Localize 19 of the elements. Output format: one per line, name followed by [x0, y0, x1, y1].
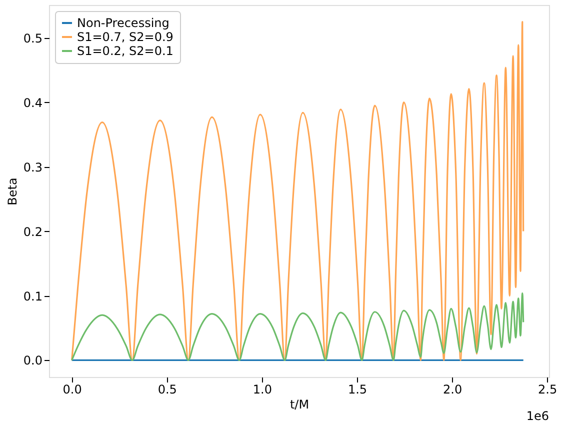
x-axis-title: t/M — [290, 398, 310, 412]
y-tick-label: 0.3 — [23, 160, 42, 174]
legend-label: S1=0.7, S2=0.9 — [77, 30, 174, 44]
line-series — [71, 292, 524, 362]
y-tick-label: 0.0 — [23, 354, 42, 368]
x-tick-label: 0.5 — [158, 382, 177, 396]
y-tick-label: 0.2 — [23, 224, 42, 239]
text: 1e6 — [526, 409, 549, 423]
x-tick-label: 0.0 — [62, 382, 82, 396]
x-tick-label: 1.5 — [348, 382, 368, 396]
legend-label: Non-Precessing — [77, 16, 170, 30]
x-tick-label: 2.0 — [442, 382, 462, 396]
y-tick-label: 0.5 — [23, 31, 42, 46]
y-tick-label: 0.1 — [23, 289, 42, 304]
y-axis-title: Beta — [5, 178, 20, 206]
legend-label: S1=0.2, S2=0.1 — [77, 44, 174, 58]
y-tick-label: 0.4 — [23, 96, 42, 110]
x-tick-label: 2.5 — [538, 382, 558, 396]
x-tick-label: 1.0 — [252, 382, 272, 396]
